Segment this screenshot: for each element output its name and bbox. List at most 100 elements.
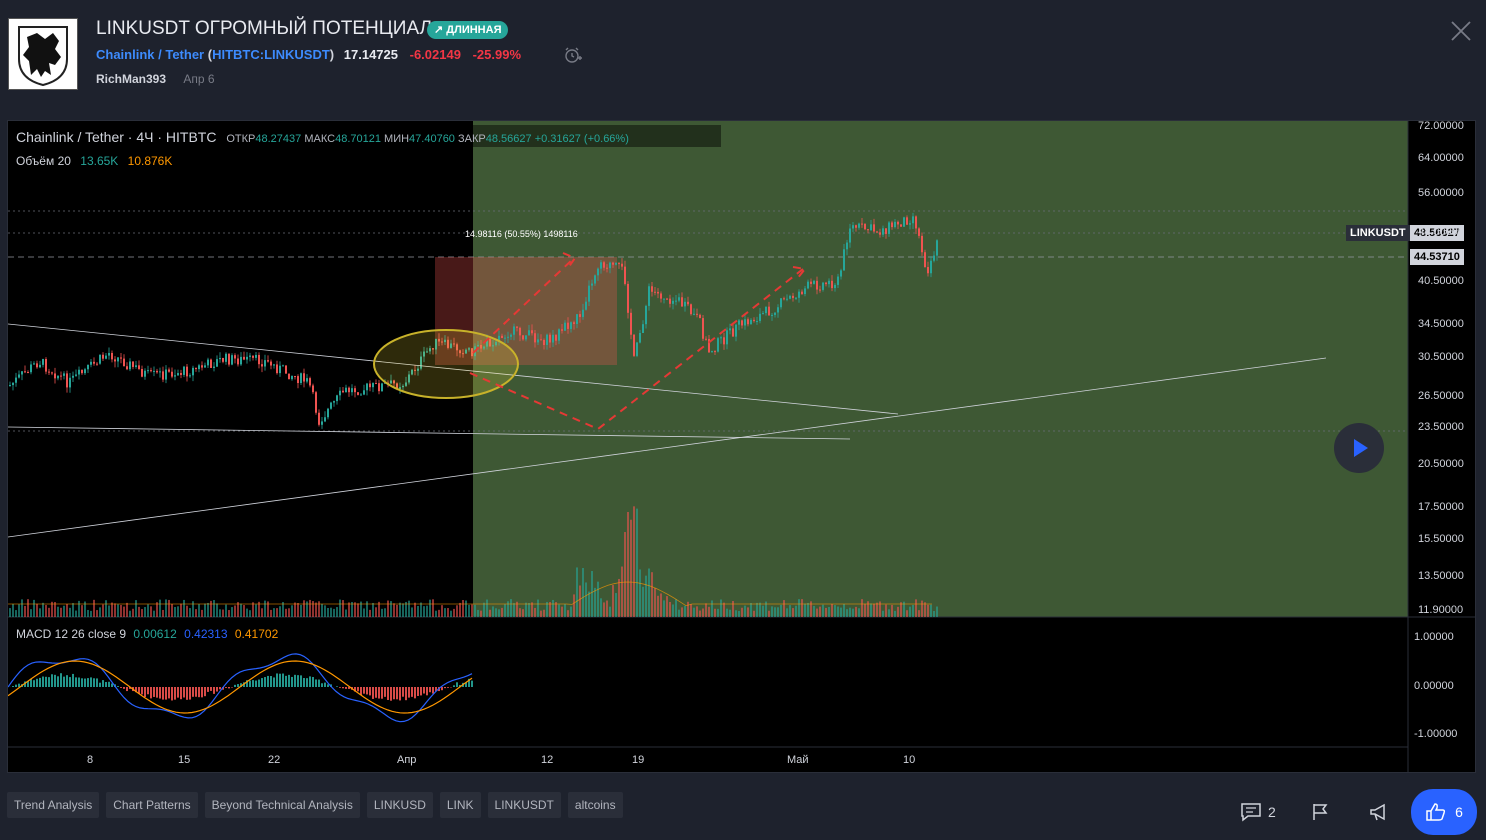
volume-bar	[705, 603, 707, 617]
candle-body	[48, 371, 50, 373]
candle-body	[27, 371, 29, 373]
candle-body	[36, 363, 38, 368]
macd-histogram-bar	[441, 687, 443, 691]
candle-body	[297, 376, 299, 384]
candle-body	[567, 322, 569, 329]
macd-histogram-bar	[303, 678, 305, 687]
play-replay-button[interactable]	[1334, 423, 1384, 473]
candle-body	[732, 328, 734, 337]
trend-line-upper	[8, 323, 899, 415]
volume-bar	[813, 605, 815, 617]
volume-bar	[348, 602, 350, 617]
volume-bar	[273, 608, 275, 617]
candle-body	[504, 337, 506, 339]
volume-bar	[669, 602, 671, 617]
tag-chip[interactable]: LINKUSDT	[487, 792, 561, 818]
volume-bar	[792, 608, 794, 617]
macd-histogram-bar	[288, 674, 290, 687]
volume-bar	[474, 604, 476, 617]
volume-bar	[369, 609, 371, 617]
candle-body	[72, 375, 74, 378]
macd-histogram-bar	[282, 673, 284, 687]
macd-histogram-bar	[402, 687, 404, 697]
comments-button[interactable]: 2	[1240, 789, 1276, 835]
volume-bar	[654, 587, 656, 617]
report-button[interactable]	[1310, 789, 1330, 835]
volume-bar	[87, 609, 89, 617]
volume-bar	[237, 602, 239, 617]
like-button[interactable]: 6	[1411, 789, 1477, 835]
megaphone-icon	[1370, 803, 1385, 821]
macd-histogram-bar	[417, 687, 419, 696]
line-price-tag: 44.53710	[1410, 249, 1464, 265]
symbol-name-link[interactable]: Chainlink / Tether	[96, 47, 205, 62]
candle-body	[519, 327, 521, 336]
tag-chip[interactable]: Chart Patterns	[106, 792, 198, 818]
tag-list: Trend Analysis Chart Patterns Beyond Techn…	[7, 792, 630, 818]
candle-body	[609, 262, 611, 269]
volume-bar	[636, 508, 638, 617]
volume-bar	[783, 600, 785, 617]
candle-body	[921, 235, 923, 253]
macd-histogram-bar	[162, 687, 164, 700]
candle-body	[885, 228, 887, 234]
macd-histogram-bar	[78, 677, 80, 687]
candle-body	[615, 263, 617, 265]
candle-body	[858, 223, 860, 228]
author-avatar[interactable]	[8, 18, 78, 90]
close-icon[interactable]	[1450, 20, 1472, 42]
candle-body	[498, 335, 500, 342]
candle-body	[699, 314, 701, 319]
tag-chip[interactable]: Trend Analysis	[7, 792, 100, 818]
volume-bar	[858, 608, 860, 617]
chart-canvas[interactable]	[8, 121, 1476, 773]
volume-label: Объём 20	[16, 154, 71, 168]
author-name[interactable]: RichMan393	[96, 72, 167, 86]
tag-chip[interactable]: Beyond Technical Analysis	[204, 792, 360, 818]
candle-body	[231, 355, 233, 365]
main-series-legend: Chainlink / Tether · 4Ч · HITBTC ОТКР48.…	[16, 129, 629, 145]
macd-histogram-bar	[156, 687, 158, 698]
macd-histogram-bar	[393, 687, 395, 700]
chart-area[interactable]: Chainlink / Tether · 4Ч · HITBTC ОТКР48.…	[7, 120, 1476, 773]
volume-bar	[564, 604, 566, 617]
candle-body	[345, 387, 347, 393]
volume-bar	[681, 607, 683, 617]
volume-bar	[747, 607, 749, 617]
volume-bar	[498, 609, 500, 617]
macd-label: MACD 12 26 close 9	[16, 627, 127, 641]
share-button[interactable]	[1368, 789, 1390, 835]
macd-histogram-bar	[15, 684, 17, 687]
macd-histogram-bar	[189, 687, 191, 700]
alarm-clock-add-icon[interactable]	[564, 46, 582, 64]
candle-body	[837, 276, 839, 285]
volume-bar	[666, 596, 668, 617]
macd-histogram-bar	[276, 673, 278, 687]
volume-bar	[393, 603, 395, 617]
volume-bar	[438, 609, 440, 617]
volume-bar	[294, 602, 296, 617]
candle-body	[642, 324, 644, 333]
volume-bar	[291, 605, 293, 617]
candle-body	[576, 314, 578, 325]
volume-bar	[303, 600, 305, 617]
volume-bar	[795, 605, 797, 617]
volume-bar	[744, 605, 746, 617]
candle-body	[882, 228, 884, 235]
symbol-code-link[interactable]: HITBTC:LINKUSDT	[212, 47, 330, 62]
volume-bar	[885, 604, 887, 617]
tag-chip[interactable]: LINK	[439, 792, 481, 818]
candle-body	[822, 282, 824, 290]
candle-body	[600, 262, 602, 269]
tag-chip[interactable]: altcoins	[567, 792, 623, 818]
candle-body	[855, 225, 857, 228]
candle-body	[546, 334, 548, 345]
tag-chip[interactable]: LINKUSD	[366, 792, 433, 818]
macd-histogram-bar	[24, 681, 26, 687]
volume-bar	[657, 595, 659, 617]
high-label: МАКС	[304, 133, 336, 145]
volume-bar	[42, 602, 44, 617]
candle-body	[120, 357, 122, 359]
close-value: 48.56627	[485, 133, 532, 145]
volume-bar	[777, 607, 779, 617]
